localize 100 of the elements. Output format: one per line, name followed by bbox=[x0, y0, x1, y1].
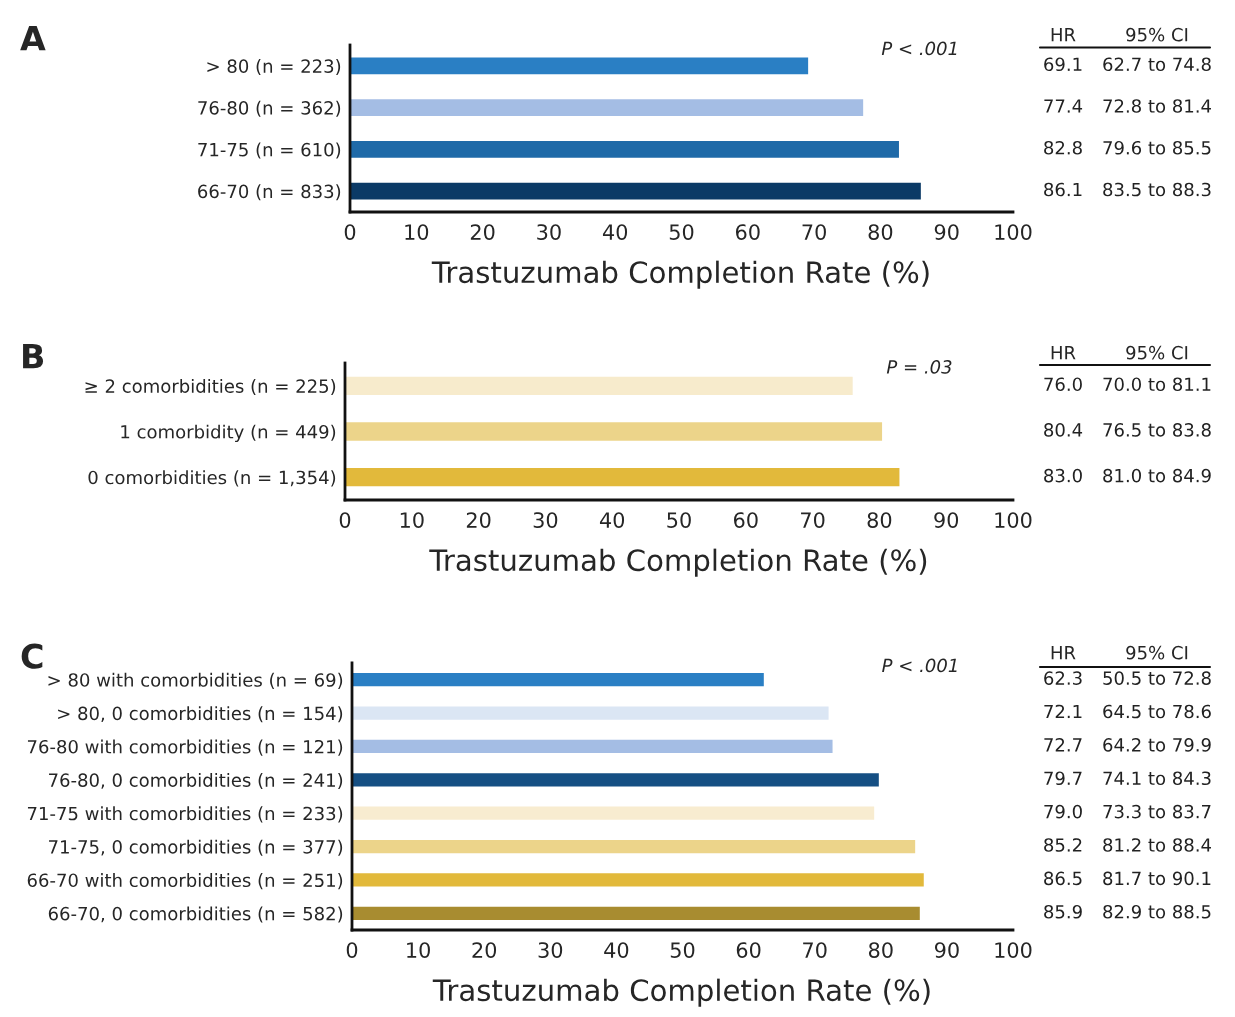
text: 50.5 to 72.8 bbox=[1103, 671, 1211, 685]
text: 82.9 to 88.5 bbox=[1103, 904, 1211, 919]
text: 83.5 to 88.3 bbox=[1103, 182, 1211, 197]
y-tick-label: > 80 with comorbidities (n = 69) bbox=[48, 672, 343, 689]
data-label: 83.0 bbox=[1044, 468, 1082, 483]
x-tick-label: 60 bbox=[734, 512, 758, 528]
y-tick-label: 0 comorbidities (n = 1,354) bbox=[88, 470, 336, 487]
x-tick-label: 40 bbox=[604, 942, 629, 958]
data-label: 72.7 bbox=[1044, 738, 1082, 752]
x-axis-title: Trastuzumab Completion Rate (%) bbox=[431, 260, 929, 289]
text: 70.0 to 81.1 bbox=[1103, 377, 1211, 392]
bar bbox=[350, 182, 921, 200]
y-tick-label: 66-70, 0 comorbidities (n = 582) bbox=[48, 906, 343, 923]
x-tick-label: 0 bbox=[339, 512, 351, 528]
x-tick-label: 100 bbox=[995, 224, 1032, 240]
data-label: 80.4 bbox=[1044, 423, 1083, 437]
x-tick-label: 10 bbox=[400, 512, 424, 528]
x-tick-label: 40 bbox=[602, 224, 628, 240]
x-tick-label: 70 bbox=[803, 942, 827, 958]
x-tick-label: 20 bbox=[466, 512, 491, 528]
x-tick-label: 80 bbox=[867, 512, 892, 528]
x-tick-label: 100 bbox=[995, 942, 1032, 958]
y-tick-label: 76-80 with comorbidities (n = 121) bbox=[27, 739, 343, 756]
x-tick-label: 90 bbox=[934, 942, 959, 958]
text: 72.8 to 81.4 bbox=[1103, 99, 1211, 113]
data-label: 86.5 bbox=[1044, 871, 1082, 886]
x-tick-label: 30 bbox=[537, 224, 561, 240]
x-axis-title: Trastuzumab Completion Rate (%) bbox=[429, 548, 927, 577]
x-tick-label: 50 bbox=[669, 224, 694, 240]
data-label: 85.9 bbox=[1044, 904, 1082, 919]
x-tick-label: 20 bbox=[472, 942, 497, 958]
bar bbox=[350, 141, 899, 158]
data-label: 82.8 bbox=[1044, 140, 1082, 155]
annotation: P = .03 bbox=[886, 360, 952, 374]
data-label: 79.7 bbox=[1044, 771, 1082, 786]
data-label: 72.1 bbox=[1044, 704, 1082, 719]
data-label: 77.4 bbox=[1044, 99, 1083, 113]
x-tick-label: 30 bbox=[538, 942, 563, 958]
text: HR bbox=[1051, 28, 1076, 42]
text: 81.0 to 84.9 bbox=[1103, 468, 1211, 483]
text: 62.7 to 74.8 bbox=[1103, 57, 1211, 72]
bar bbox=[352, 873, 924, 887]
x-tick-label: 80 bbox=[868, 942, 893, 958]
text: 73.3 to 83.7 bbox=[1103, 804, 1211, 819]
x-tick-label: 60 bbox=[736, 224, 760, 240]
x-tick-label: 50 bbox=[667, 512, 691, 528]
x-tick-label: 90 bbox=[934, 224, 959, 240]
x-tick-label: 70 bbox=[802, 224, 826, 240]
y-tick-label: > 80, 0 comorbidities (n = 154) bbox=[58, 706, 343, 723]
y-tick-label: ≥ 2 comorbidities (n = 225) bbox=[85, 378, 336, 396]
text: A bbox=[20, 26, 46, 51]
annotation: P < .001 bbox=[882, 658, 957, 673]
y-tick-label: 71-75, 0 comorbidities (n = 377) bbox=[49, 839, 343, 856]
text: 76.5 to 83.8 bbox=[1103, 423, 1211, 437]
bar bbox=[352, 806, 875, 820]
text: B bbox=[23, 344, 44, 369]
data-label: 76.0 bbox=[1044, 377, 1082, 392]
text: 74.1 to 84.3 bbox=[1103, 771, 1211, 786]
bar bbox=[352, 839, 916, 854]
bar bbox=[352, 739, 833, 754]
bar bbox=[350, 99, 864, 116]
x-tick-label: 10 bbox=[405, 224, 429, 240]
y-tick-label: 76-80, 0 comorbidities (n = 241) bbox=[49, 772, 343, 790]
annotation: P < .001 bbox=[881, 41, 957, 56]
y-tick-label: 66-70 with comorbidities (n = 251) bbox=[27, 873, 343, 890]
text: C bbox=[21, 643, 43, 669]
x-tick-label: 0 bbox=[346, 942, 358, 958]
x-tick-label: 70 bbox=[801, 512, 825, 528]
bar bbox=[352, 706, 829, 720]
x-tick-label: 40 bbox=[599, 512, 625, 528]
data-label: 85.2 bbox=[1044, 838, 1082, 852]
text: 95% CI bbox=[1126, 27, 1188, 42]
data-label: 86.1 bbox=[1044, 182, 1082, 197]
x-tick-label: 20 bbox=[470, 224, 495, 240]
data-label: 79.0 bbox=[1044, 804, 1082, 819]
text: HR bbox=[1051, 646, 1076, 660]
bar bbox=[352, 773, 879, 787]
x-tick-label: 0 bbox=[344, 224, 356, 240]
y-tick-label: 71-75 (n = 610) bbox=[198, 142, 341, 159]
text: 95% CI bbox=[1126, 345, 1188, 360]
bar bbox=[350, 57, 809, 75]
x-tick-label: 60 bbox=[736, 942, 761, 958]
x-tick-label: 100 bbox=[995, 512, 1032, 528]
y-tick-label: 71-75 with comorbidities (n = 233) bbox=[27, 806, 343, 823]
data-label: 69.1 bbox=[1044, 57, 1082, 72]
bar bbox=[352, 906, 920, 920]
text: 95% CI bbox=[1126, 645, 1188, 660]
x-axis-title: Trastuzumab Completion Rate (%) bbox=[432, 978, 930, 1007]
x-tick-label: 50 bbox=[670, 942, 695, 958]
x-tick-label: 80 bbox=[868, 224, 893, 240]
text: 79.6 to 85.5 bbox=[1103, 140, 1211, 155]
text: HR bbox=[1051, 346, 1076, 360]
text: 64.5 to 78.6 bbox=[1103, 704, 1211, 719]
x-tick-label: 90 bbox=[934, 512, 959, 528]
y-tick-label: > 80 (n = 223) bbox=[207, 59, 341, 76]
x-tick-label: 30 bbox=[533, 512, 558, 528]
y-tick-label: 66-70 (n = 833) bbox=[198, 184, 341, 201]
x-tick-label: 10 bbox=[407, 942, 430, 958]
y-tick-label: 1 comorbidity (n = 449) bbox=[121, 424, 336, 443]
bar bbox=[352, 673, 764, 687]
